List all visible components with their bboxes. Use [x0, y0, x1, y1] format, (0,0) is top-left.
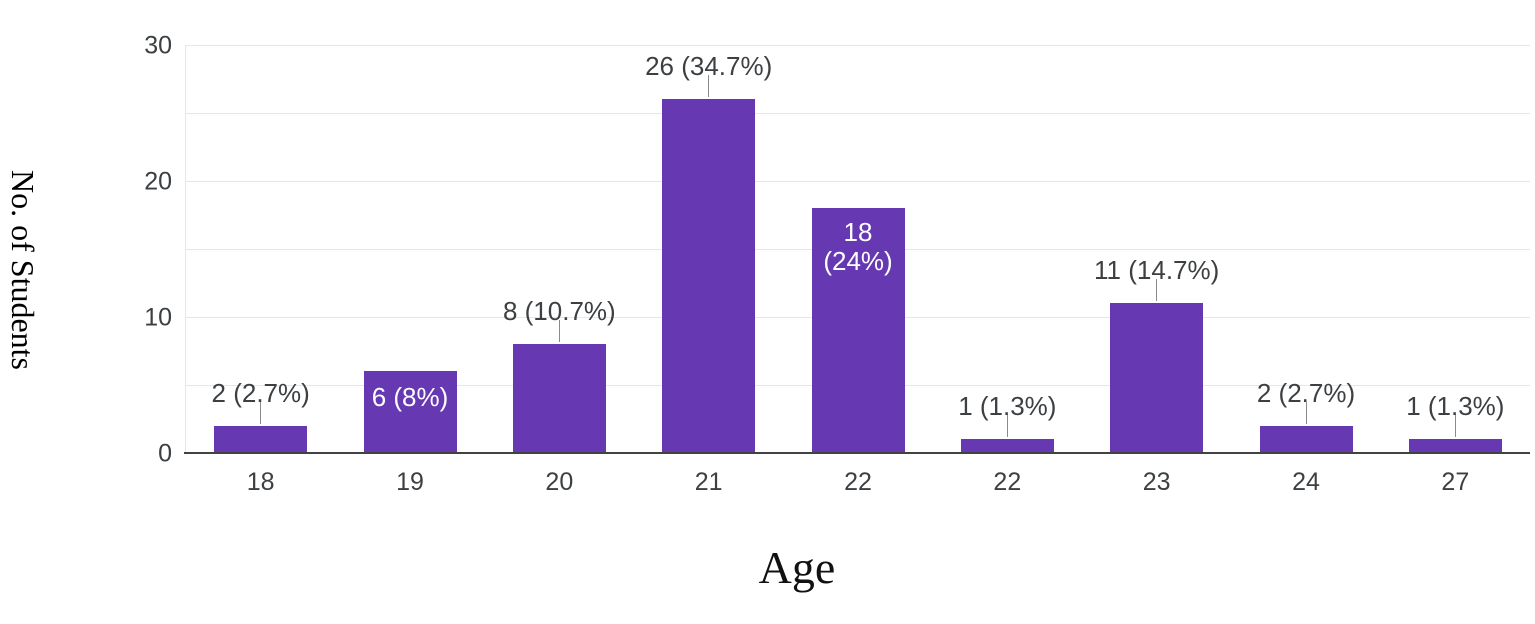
bar [1110, 303, 1204, 452]
gridline [185, 113, 1530, 114]
x-tick-label: 20 [545, 468, 574, 496]
bar [1408, 439, 1502, 452]
label-connector-line [260, 401, 262, 424]
bar [363, 371, 457, 452]
label-connector-line [1305, 401, 1307, 424]
x-tick-label: 19 [396, 468, 424, 496]
label-connector-line [1006, 415, 1008, 438]
label-connector-line [1454, 415, 1456, 438]
label-connector-line [558, 320, 560, 343]
x-tick-label: 22 [844, 468, 872, 496]
label-connector-line [708, 75, 710, 98]
x-tick-label: 23 [1142, 468, 1171, 496]
y-axis-title: No. of Students [5, 170, 41, 370]
label-connector-line [1156, 279, 1158, 302]
gridline [185, 45, 1530, 46]
x-tick-label: 27 [1441, 468, 1470, 496]
bar-value-label: 18 (24%) [823, 218, 892, 276]
bar [811, 208, 905, 452]
gridline [185, 181, 1530, 182]
y-tick-label: 30 [144, 31, 172, 60]
y-tick-label: 0 [158, 439, 172, 468]
bar-value-label-line: (24%) [823, 246, 893, 277]
y-tick-label: 10 [144, 303, 172, 332]
y-tick-label: 20 [144, 167, 172, 196]
plot-left-border [185, 45, 186, 453]
bar [1259, 425, 1353, 452]
x-axis-title: Age [758, 542, 836, 593]
x-axis-line [184, 452, 1530, 454]
bar [960, 439, 1054, 452]
x-tick-label: 24 [1292, 468, 1320, 496]
bar [512, 344, 606, 452]
bar [662, 99, 756, 452]
x-tick-label: 21 [694, 468, 723, 496]
bar [214, 425, 308, 452]
bar-value-label: 6 (8%) [371, 382, 449, 413]
x-tick-label: 22 [993, 468, 1022, 496]
bar-value-label-line: 18 [843, 217, 873, 248]
x-tick-label: 18 [246, 468, 275, 496]
